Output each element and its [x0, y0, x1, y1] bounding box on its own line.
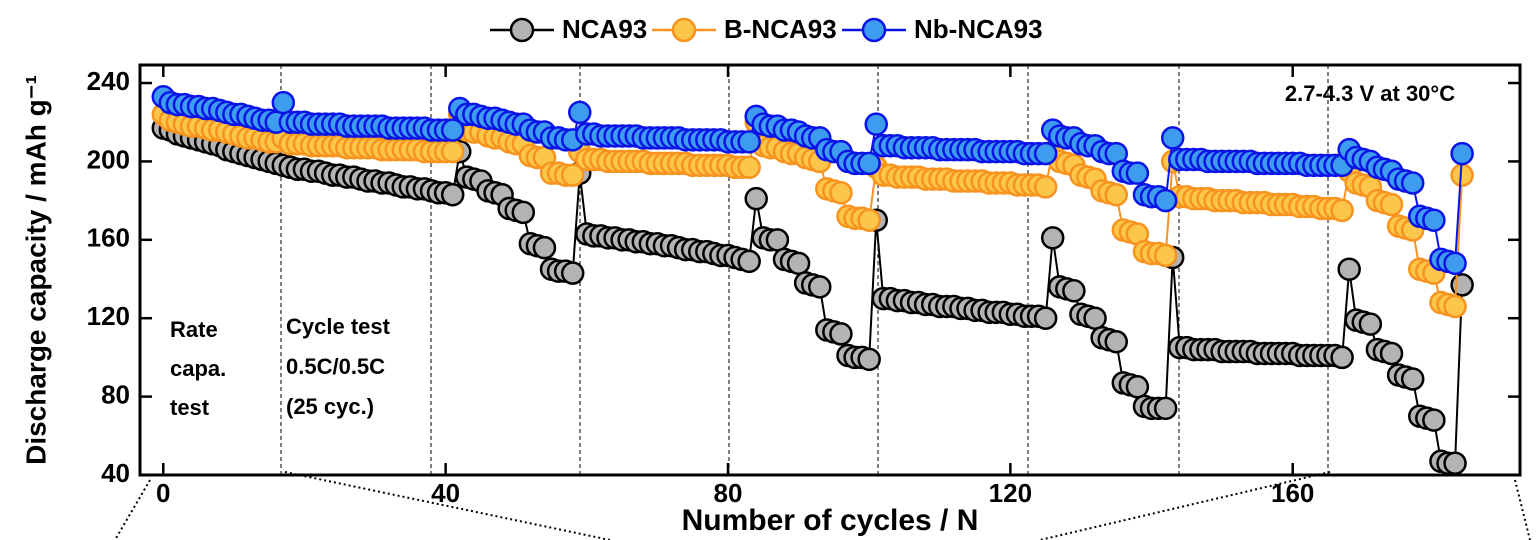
data-point	[1153, 396, 1178, 421]
y-axis-title: Discharge capacity / mAh g⁻¹	[20, 75, 51, 465]
legend-marker	[861, 17, 887, 43]
plot-frame	[138, 63, 1522, 477]
data-point	[1083, 306, 1107, 330]
y-tick-label: 200	[87, 144, 130, 174]
data-point	[1330, 345, 1354, 370]
legend-label: B-NCA93	[724, 14, 837, 44]
data-point	[1125, 161, 1150, 185]
data-point	[737, 130, 761, 154]
data-point	[440, 182, 465, 207]
data-point	[1443, 251, 1467, 276]
annotation-line: (25 cyc.)	[286, 394, 374, 419]
data-point	[737, 155, 761, 180]
data-point	[1160, 126, 1185, 150]
data-point	[857, 151, 881, 176]
data-point	[808, 275, 832, 299]
data-point	[568, 100, 592, 125]
data-point	[1330, 198, 1354, 223]
annotation-line: test	[170, 395, 210, 420]
data-point	[440, 118, 465, 142]
data-point	[829, 322, 853, 346]
zoom-lines	[114, 471, 1531, 540]
data-point	[532, 235, 557, 260]
y-tick-label: 120	[87, 301, 130, 331]
y-tick-label: 240	[87, 66, 130, 96]
data-point	[857, 347, 881, 372]
data-point	[1400, 367, 1425, 391]
data-point	[864, 112, 888, 136]
data-point	[737, 249, 761, 274]
x-axis-title: Number of cycles / N	[682, 504, 979, 537]
legend-marker	[509, 17, 535, 43]
data-point	[1125, 375, 1150, 399]
data-point	[1379, 192, 1404, 217]
data-point	[511, 200, 536, 225]
legend-marker	[671, 17, 697, 43]
data-point	[1358, 312, 1383, 336]
data-point	[1040, 226, 1065, 250]
series	[151, 102, 1474, 319]
x-tick-label: 120	[989, 478, 1032, 508]
data-point	[786, 251, 811, 276]
data-point	[271, 90, 296, 115]
legend: NCA93 B-NCA93 Nb-NCA93	[490, 14, 1043, 44]
annotation-line: Cycle test	[286, 314, 391, 339]
annotation-line: Rate	[170, 317, 218, 342]
data-point	[440, 139, 465, 164]
legend-label: Nb-NCA93	[914, 14, 1043, 44]
data-point	[1033, 306, 1058, 330]
x-tick-label: 40	[431, 478, 460, 508]
data-point	[1443, 451, 1467, 475]
x-tick-label: 0	[156, 478, 170, 508]
cycle-test-label: Cycle test 0.5C/0.5C (25 cyc.)	[286, 314, 391, 419]
legend-label: NCA93	[562, 14, 647, 44]
data-point	[1062, 279, 1086, 303]
data-point	[1450, 273, 1474, 297]
data-point	[857, 208, 881, 232]
series	[151, 116, 1474, 475]
data-point	[1422, 408, 1446, 432]
data-point	[1422, 208, 1446, 232]
data-point	[1104, 182, 1128, 207]
data-point	[1033, 141, 1058, 166]
series	[151, 84, 1474, 276]
data-point	[1400, 171, 1425, 195]
data-point	[1450, 141, 1474, 166]
x-tick-label: 160	[1271, 478, 1314, 508]
rate-test-label: Rate capa. test	[170, 317, 226, 420]
data-point	[1104, 329, 1128, 354]
data-point	[560, 163, 585, 187]
y-tick-label: 160	[87, 223, 130, 253]
data-point	[829, 181, 853, 205]
data-point	[765, 228, 790, 252]
data-point	[1153, 243, 1178, 268]
annotation-line: 0.5C/0.5C	[286, 354, 385, 379]
x-tick-label: 80	[714, 478, 743, 508]
y-tick-label: 40	[101, 458, 130, 488]
data-point	[1033, 175, 1058, 199]
y-tick-label: 80	[101, 379, 130, 409]
data-point	[560, 261, 585, 285]
data-point	[1153, 188, 1178, 213]
annotation-line: capa.	[170, 356, 226, 381]
data-point	[1379, 341, 1404, 366]
condition-label: 2.7-4.3 V at 30°C	[1285, 81, 1455, 106]
data-point	[744, 186, 768, 211]
data-point	[1337, 257, 1361, 281]
data-point	[1443, 294, 1467, 319]
